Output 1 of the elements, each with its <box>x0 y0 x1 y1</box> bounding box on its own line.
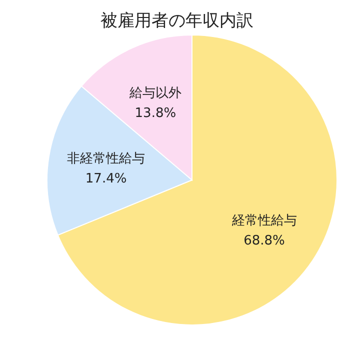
title: 被雇用者の年収内訳 <box>100 11 254 31</box>
